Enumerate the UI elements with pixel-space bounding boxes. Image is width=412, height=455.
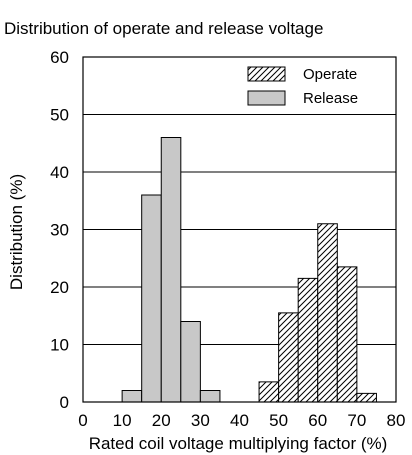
x-tick-label-40: 40 — [230, 411, 249, 430]
x-tick-labels: 0 10 20 30 40 50 60 70 80 — [78, 411, 405, 430]
bar-operate-62.5 — [317, 223, 338, 403]
y-tick-label-50: 50 — [50, 106, 69, 125]
bar-release-32.5 — [199, 390, 221, 403]
bar-operate-47.5 — [258, 381, 280, 403]
bar-operate-67.5 — [336, 266, 358, 403]
x-tick-label-30: 30 — [191, 411, 210, 430]
y-tick-label-0: 0 — [60, 393, 69, 412]
legend-swatch-release — [247, 90, 286, 106]
x-axis-label: Rated coil voltage multiplying factor (%… — [89, 434, 388, 453]
legend-label-release: Release — [303, 90, 358, 107]
y-axis-label: Distribution (%) — [7, 174, 26, 290]
y-tick-label-10: 10 — [50, 336, 69, 355]
bars — [121, 137, 377, 403]
legend-swatch-operate — [247, 66, 286, 82]
bar-operate-72.5 — [356, 392, 377, 403]
bar-release-12.5 — [121, 390, 143, 403]
plot-frame — [82, 56, 397, 403]
x-tick-label-10: 10 — [113, 411, 132, 430]
bar-release-22.5 — [160, 137, 182, 403]
x-tick-label-20: 20 — [152, 411, 171, 430]
legend: Operate Release — [247, 66, 358, 107]
x-tick-label-80: 80 — [387, 411, 406, 430]
x-tick-label-50: 50 — [269, 411, 288, 430]
x-tick-label-60: 60 — [308, 411, 327, 430]
x-tick-label-0: 0 — [78, 411, 87, 430]
bar-operate-57.5 — [297, 277, 319, 403]
x-tick-label-70: 70 — [347, 411, 366, 430]
y-tick-labels: 0 10 20 30 40 50 60 — [50, 48, 69, 412]
chart-title: Distribution of operate and release volt… — [4, 19, 323, 38]
bar-operate-52.5 — [278, 312, 299, 403]
legend-label-operate: Operate — [303, 66, 357, 83]
bar-release-27.5 — [180, 321, 201, 403]
bar-release-17.5 — [141, 194, 162, 403]
y-tick-label-30: 30 — [50, 221, 69, 240]
y-tick-label-40: 40 — [50, 163, 69, 182]
y-tick-label-20: 20 — [50, 278, 69, 297]
y-tick-label-60: 60 — [50, 48, 69, 67]
